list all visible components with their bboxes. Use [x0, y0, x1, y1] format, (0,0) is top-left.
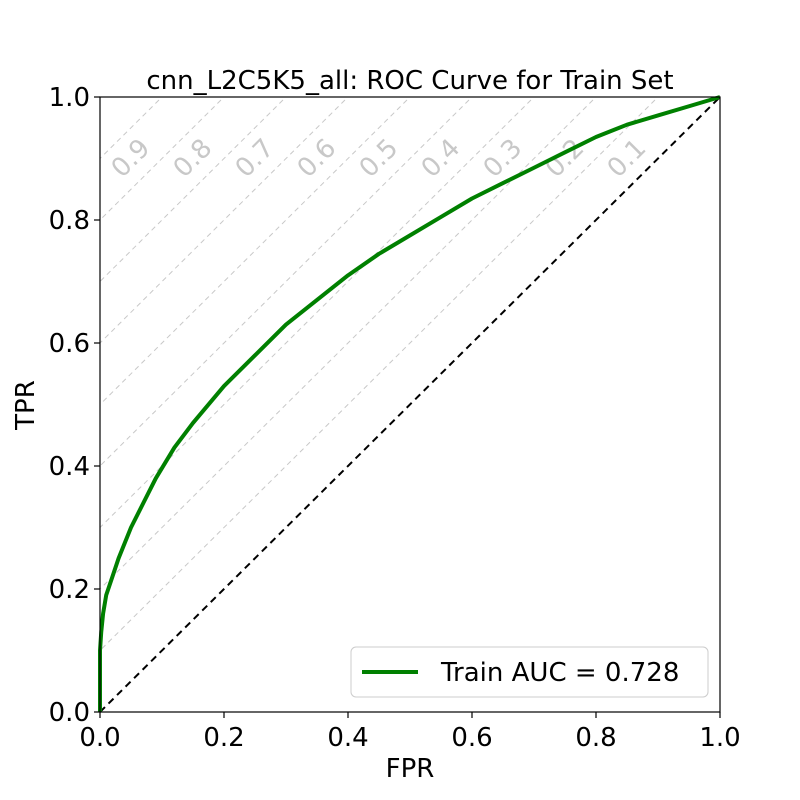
y-tick-label: 0.0 — [49, 698, 90, 728]
x-axis-title: FPR — [386, 754, 435, 784]
y-tick-label: 0.4 — [49, 452, 90, 482]
plot-frame — [99, 96, 721, 713]
iso-line — [100, 97, 411, 406]
iso-line — [100, 97, 597, 590]
iso-line-label: 0.9 — [106, 133, 156, 183]
x-tick-label: 0.2 — [203, 723, 244, 753]
iso-line-label: 0.2 — [540, 133, 590, 183]
iso-line-label: 0.1 — [602, 133, 652, 183]
iso-line-label: 0.8 — [168, 133, 218, 183]
roc-curve-train — [98, 95, 721, 712]
iso-labels: 0.10.20.30.40.50.60.70.80.9 — [106, 133, 652, 183]
legend-label-train: Train AUC = 0.728 — [440, 658, 679, 688]
y-axis-ticks: 0.0 0.2 0.4 0.6 0.8 1.0 — [49, 83, 100, 728]
y-tick-label: 0.8 — [49, 206, 90, 236]
y-tick-label: 1.0 — [49, 83, 90, 113]
iso-line-label: 0.7 — [230, 133, 280, 183]
x-tick-label: 0.4 — [327, 723, 368, 753]
iso-line — [100, 97, 535, 529]
x-tick-label: 0.8 — [575, 723, 616, 753]
y-tick-label: 0.2 — [49, 575, 90, 605]
x-tick-label: 0.0 — [79, 723, 120, 753]
x-tick-label: 1.0 — [699, 723, 740, 753]
iso-lines — [100, 97, 659, 652]
x-axis-ticks: 0.0 0.2 0.4 0.6 0.8 1.0 — [79, 712, 741, 753]
y-axis-title: TPR — [11, 380, 41, 431]
legend-box — [350, 646, 709, 698]
legend: Train AUC = 0.728 — [350, 646, 709, 698]
diagonal-reference-line — [99, 96, 721, 713]
iso-line-label: 0.4 — [416, 133, 466, 183]
iso-line — [100, 97, 349, 344]
iso-line-label: 0.6 — [292, 133, 342, 183]
iso-line — [100, 97, 225, 221]
y-tick-label: 0.6 — [49, 329, 90, 359]
iso-line — [100, 97, 659, 652]
x-tick-label: 0.6 — [451, 723, 492, 753]
iso-line — [100, 97, 473, 467]
chart-title: cnn_L2C5K5_all: ROC Curve for Train Set — [146, 66, 673, 96]
iso-line — [100, 97, 163, 160]
iso-line-label: 0.5 — [354, 133, 404, 183]
iso-line — [100, 97, 287, 283]
